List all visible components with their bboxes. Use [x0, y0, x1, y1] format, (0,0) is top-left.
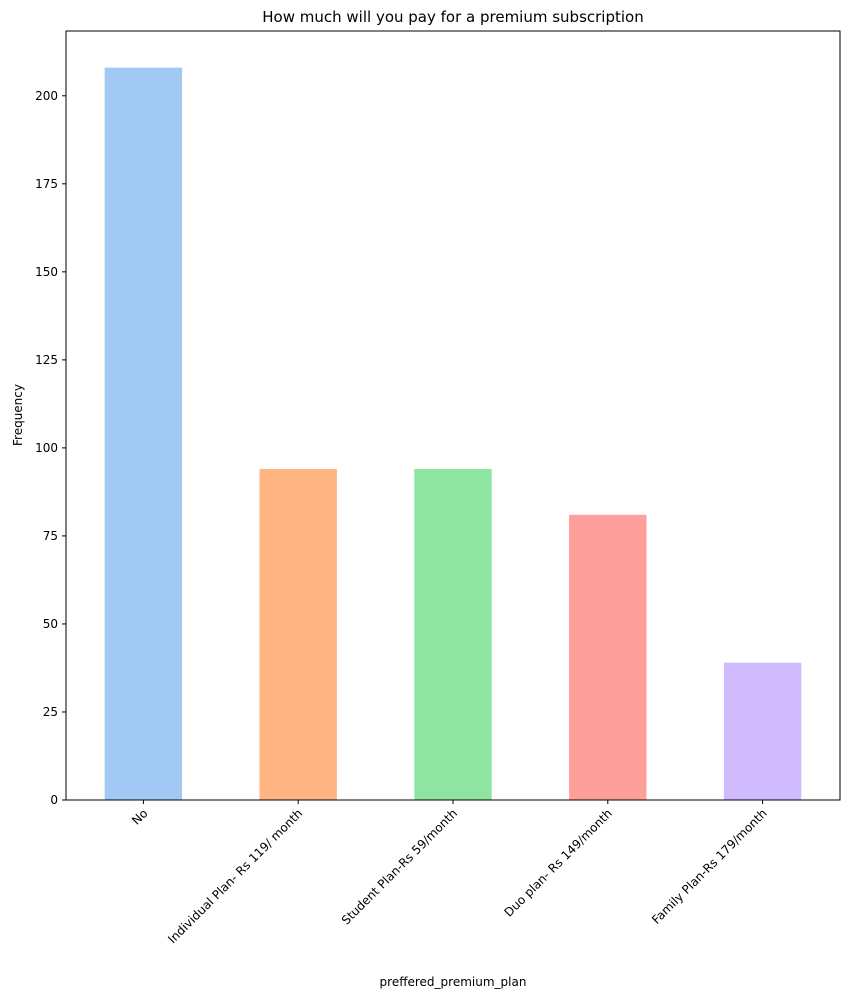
- bar-0: [104, 67, 183, 801]
- x-tick-label-0: No: [129, 806, 150, 827]
- y-axis-label: Frequency: [11, 384, 25, 446]
- bar-4: [723, 662, 802, 800]
- x-tick-label-2: Student Plan-Rs 59/month: [339, 806, 460, 927]
- y-tick-label-5: 125: [35, 353, 58, 367]
- bar-2: [414, 469, 492, 800]
- y-tick-label-4: 100: [35, 441, 58, 455]
- bar-3: [569, 514, 647, 800]
- chart-title: How much will you pay for a premium subs…: [262, 8, 643, 26]
- x-tick-label-4: Family Plan-Rs 179/month: [649, 806, 770, 927]
- x-tick-label-1: Individual Plan- Rs 119/ month: [165, 806, 305, 946]
- y-tick-label-7: 175: [35, 177, 58, 191]
- x-axis-label: preffered_premium_plan: [380, 975, 527, 989]
- y-tick-label-8: 200: [35, 89, 58, 103]
- bar-1: [259, 469, 337, 800]
- y-tick-label-0: 0: [50, 793, 58, 807]
- x-tick-label-3: Duo plan- Rs 149/month: [502, 806, 615, 919]
- plot-area: 0 25 50 75 100 125 150 175 200 No Individual Plan-…: [35, 30, 841, 946]
- plot-frame: [65, 30, 841, 801]
- y-tick-label-2: 50: [43, 617, 58, 631]
- y-tick-label-3: 75: [43, 529, 58, 543]
- y-tick-label-6: 150: [35, 265, 58, 279]
- y-tick-label-1: 25: [43, 705, 58, 719]
